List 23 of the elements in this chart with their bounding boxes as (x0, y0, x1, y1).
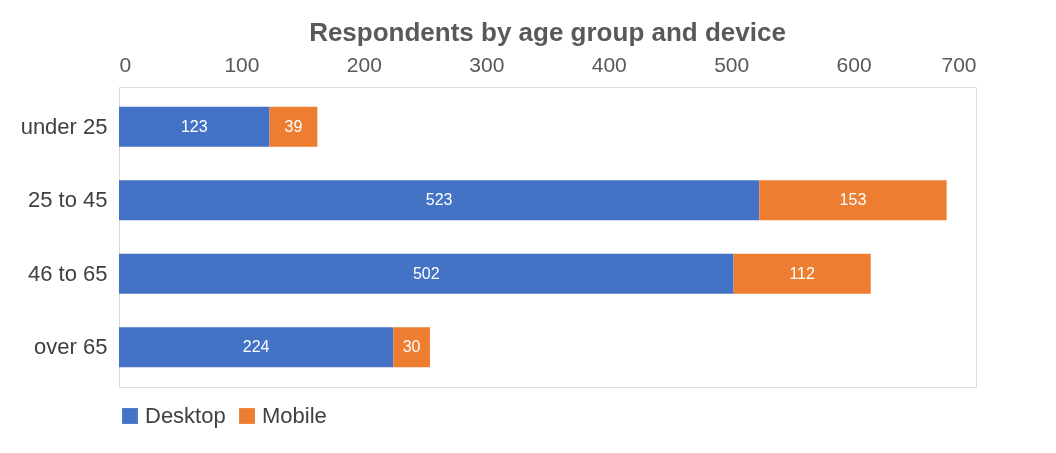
data-label: 502 (412, 264, 440, 282)
x-tick-label: 400 (591, 52, 627, 76)
x-tick-label: 200 (346, 52, 382, 76)
y-tick-label: 25 to 45 (27, 187, 108, 213)
chart-title: Respondents by age group and device (309, 17, 786, 47)
x-tick-label: 100 (224, 52, 260, 76)
y-tick-label: under 25 (20, 113, 108, 139)
legend-label: Mobile (262, 403, 327, 428)
data-label: 112 (789, 264, 815, 282)
data-label: 123 (180, 117, 208, 135)
x-tick-label: 500 (714, 52, 750, 76)
x-tick-label: 0 (119, 52, 132, 76)
data-label: 39 (284, 117, 303, 135)
data-label: 523 (425, 191, 453, 209)
data-label: 153 (839, 191, 867, 209)
y-tick-label: 46 to 65 (27, 260, 108, 286)
x-tick-label: 600 (836, 52, 872, 76)
x-tick-label: 300 (469, 52, 505, 76)
legend-label: Desktop (145, 403, 226, 428)
data-label: 224 (242, 338, 270, 356)
data-label: 30 (402, 338, 421, 356)
y-tick-label: over 65 (34, 334, 108, 360)
x-tick-label: 700 (941, 52, 977, 76)
